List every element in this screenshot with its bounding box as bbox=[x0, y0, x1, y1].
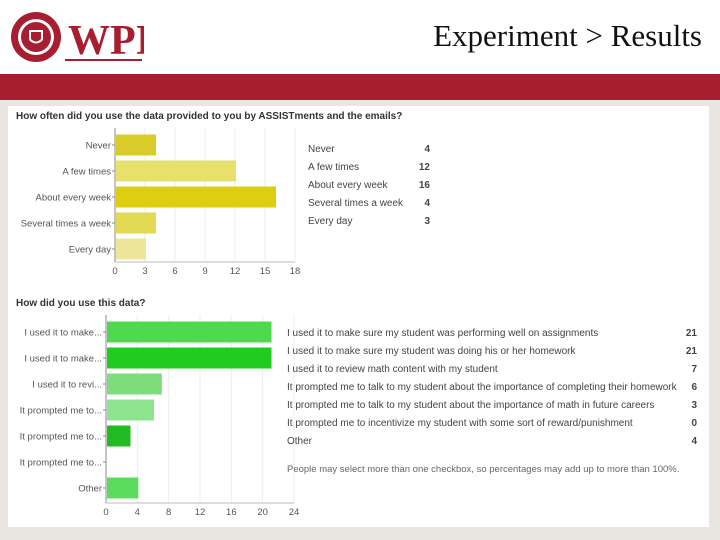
chart2-bar bbox=[107, 425, 131, 447]
chart2-legend-label: It prompted me to talk to my student abo… bbox=[287, 382, 677, 393]
chart2-bar bbox=[107, 373, 162, 395]
chart2-category-label: It prompted me to... bbox=[20, 432, 102, 443]
chart2-bar bbox=[107, 321, 272, 343]
survey-results-card: 0 3 6 9 12 15 18 Never A few times About every we… bbox=[8, 106, 709, 527]
chart2-legend-label: I used it to review math content with my… bbox=[287, 364, 498, 375]
chart2-tick-label: 0 bbox=[103, 507, 108, 518]
chart1-legend-row: About every week 16 bbox=[308, 180, 433, 198]
chart2-category-label: It prompted me to... bbox=[20, 458, 102, 469]
chart2-bar bbox=[107, 477, 139, 499]
chart2-legend-row: I used it to review math content with my… bbox=[287, 364, 699, 382]
chart2-legend-count: 21 bbox=[685, 346, 697, 357]
chart2-legend-label: It prompted me to incentivize my student… bbox=[287, 418, 633, 429]
chart2-category-label: I used it to revi... bbox=[32, 380, 102, 391]
chart1-category-label: Every day bbox=[69, 245, 111, 256]
chart2-legend-label: I used it to make sure my student was pe… bbox=[287, 328, 599, 339]
chart1-legend-count: 4 bbox=[424, 144, 430, 155]
chart1-bar bbox=[116, 212, 156, 234]
chart2-legend-count: 0 bbox=[691, 418, 697, 429]
chart2-tick-label: 8 bbox=[166, 507, 171, 518]
chart1-legend-row: Several times a week 4 bbox=[308, 198, 433, 216]
chart1-legend-row: Never 4 bbox=[308, 144, 433, 162]
chart2-legend-label: It prompted me to talk to my student abo… bbox=[287, 400, 655, 411]
chart2-bar bbox=[107, 347, 272, 369]
slide-header: WPI Experiment > Results bbox=[0, 0, 720, 74]
svg-text:WPI: WPI bbox=[68, 18, 144, 64]
chart2-legend-count: 21 bbox=[685, 328, 697, 339]
chart2-category-label: I used it to make... bbox=[24, 354, 102, 365]
chart2-footnote: People may select more than one checkbox… bbox=[287, 464, 680, 475]
chart1-bar bbox=[116, 134, 156, 156]
chart2-legend-row: It prompted me to talk to my student abo… bbox=[287, 382, 699, 400]
chart1-legend-count: 12 bbox=[418, 162, 430, 173]
chart1-tick-label: 12 bbox=[230, 266, 241, 277]
wpi-logo: WPI bbox=[11, 12, 144, 64]
chart2-category-label: It prompted me to... bbox=[20, 406, 102, 417]
survey-charts: 0 3 6 9 12 15 18 Never A few times About every we… bbox=[20, 128, 301, 518]
chart1-bar bbox=[116, 238, 146, 260]
chart1-legend-label: Never bbox=[308, 144, 335, 155]
chart1-legend-label: Every day bbox=[308, 216, 353, 227]
page-title: Experiment > Results bbox=[433, 18, 702, 53]
chart1-title: How often did you use the data provided … bbox=[16, 111, 403, 122]
chart1-tick-label: 6 bbox=[172, 266, 177, 277]
chart1-tick-label: 3 bbox=[142, 266, 147, 277]
chart2-legend-row: I used it to make sure my student was pe… bbox=[287, 328, 699, 346]
chart2-legend-count: 6 bbox=[691, 382, 697, 393]
chart2-tick-label: 16 bbox=[226, 507, 237, 518]
accent-strip bbox=[0, 74, 720, 100]
chart2-legend-count: 3 bbox=[691, 400, 697, 411]
chart2-legend-row: Other 4 bbox=[287, 436, 699, 454]
chart1-legend-row: A few times 12 bbox=[308, 162, 433, 180]
chart1-category-label: About every week bbox=[35, 193, 111, 204]
chart2-tick-label: 12 bbox=[195, 507, 206, 518]
chart1-legend-count: 3 bbox=[424, 216, 430, 227]
chart2-tick-label: 24 bbox=[289, 507, 300, 518]
chart1-category-label: A few times bbox=[62, 167, 111, 178]
chart2-legend-label: Other bbox=[287, 436, 313, 447]
chart1-legend-count: 4 bbox=[424, 198, 430, 209]
chart2-title: How did you use this data? bbox=[16, 298, 146, 309]
chart1-legend-label: About every week bbox=[308, 180, 388, 191]
chart2-legend-row: It prompted me to incentivize my student… bbox=[287, 418, 699, 436]
chart1-category-label: Never bbox=[86, 141, 111, 152]
chart1-category-label: Several times a week bbox=[21, 219, 112, 230]
chart1-tick-label: 0 bbox=[112, 266, 117, 277]
chart2-tick-label: 4 bbox=[135, 507, 140, 518]
chart2-legend-count: 7 bbox=[691, 364, 697, 375]
chart1-legend-label: A few times bbox=[308, 162, 360, 173]
chart2-category-label: I used it to make... bbox=[24, 328, 102, 339]
chart2-legend-count: 4 bbox=[691, 436, 697, 447]
chart1-tick-label: 18 bbox=[290, 266, 301, 277]
chart2-legend-row: I used it to make sure my student was do… bbox=[287, 346, 699, 364]
chart2-category-label: Other bbox=[78, 484, 102, 495]
chart1-legend-count: 16 bbox=[418, 180, 430, 191]
chart1-tick-label: 9 bbox=[202, 266, 207, 277]
chart2-bar bbox=[107, 399, 154, 421]
chart2-legend-row: It prompted me to talk to my student abo… bbox=[287, 400, 699, 418]
chart1-legend-row: Every day 3 bbox=[308, 216, 433, 234]
chart1-tick-label: 15 bbox=[260, 266, 271, 277]
chart1-bar bbox=[116, 160, 236, 182]
chart1-legend-label: Several times a week bbox=[308, 198, 404, 209]
chart1-bar bbox=[116, 186, 276, 208]
chart2-tick-label: 20 bbox=[257, 507, 268, 518]
chart2-legend-label: I used it to make sure my student was do… bbox=[287, 346, 576, 357]
